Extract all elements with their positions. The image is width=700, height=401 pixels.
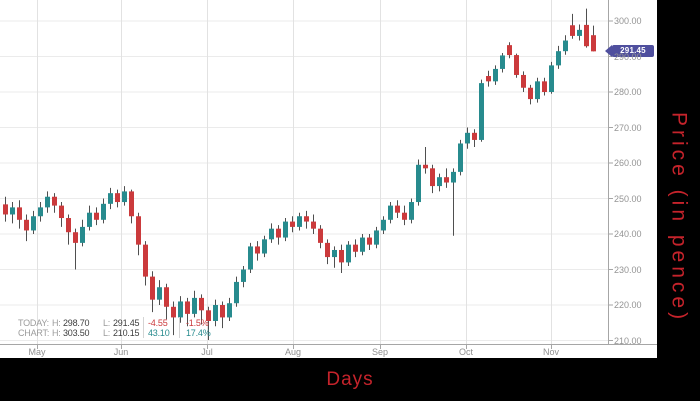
candle-up bbox=[535, 81, 540, 100]
candlestick-chart[interactable] bbox=[0, 0, 657, 358]
candle-up bbox=[577, 29, 582, 36]
candle-down bbox=[255, 246, 260, 254]
candle-up bbox=[241, 269, 246, 282]
candle-down bbox=[591, 35, 596, 52]
candle-up bbox=[262, 239, 267, 254]
candle-down bbox=[325, 242, 330, 258]
candle-up bbox=[101, 203, 106, 220]
candle-up bbox=[479, 83, 484, 140]
candle-down bbox=[486, 76, 491, 82]
candle-down bbox=[472, 132, 477, 140]
candle-down bbox=[59, 205, 64, 219]
right-title-band: Price (in pence) bbox=[657, 0, 700, 401]
candle-up bbox=[360, 237, 365, 252]
candle-down bbox=[507, 45, 512, 56]
candle-down bbox=[444, 177, 449, 183]
candle-down bbox=[353, 244, 358, 252]
candle-down bbox=[290, 221, 295, 227]
candle-down bbox=[164, 287, 169, 307]
candle-down bbox=[136, 216, 141, 245]
y-axis-title: Price (in pence) bbox=[667, 112, 691, 324]
bottom-title-band: Days bbox=[0, 358, 700, 401]
candle-up bbox=[108, 193, 113, 204]
candle-up bbox=[346, 244, 351, 263]
candle-up bbox=[122, 191, 127, 203]
candle-down bbox=[150, 276, 155, 300]
candle-up bbox=[87, 212, 92, 227]
candle-down bbox=[318, 228, 323, 243]
candle-up bbox=[332, 249, 337, 258]
candle-down bbox=[339, 249, 344, 263]
candle-down bbox=[3, 204, 8, 215]
candle-up bbox=[227, 303, 232, 318]
candle-up bbox=[465, 132, 470, 144]
candle-down bbox=[24, 219, 29, 231]
candle-up bbox=[451, 171, 456, 183]
candle-down bbox=[66, 218, 71, 233]
candle-up bbox=[283, 221, 288, 238]
candle-down bbox=[276, 228, 281, 238]
candle-up bbox=[388, 205, 393, 220]
candle-up bbox=[38, 207, 43, 217]
candle-up bbox=[31, 216, 36, 231]
candle-down bbox=[52, 196, 57, 206]
candle-down bbox=[199, 297, 204, 311]
candle-down bbox=[220, 305, 225, 318]
candle-up bbox=[409, 202, 414, 220]
candle-up bbox=[493, 68, 498, 82]
candle-down bbox=[423, 164, 428, 169]
candle-down bbox=[17, 207, 22, 220]
candle-up bbox=[437, 177, 442, 187]
candle-up bbox=[500, 55, 505, 69]
candle-down bbox=[129, 191, 134, 217]
candle-up bbox=[248, 246, 253, 270]
candle-up bbox=[269, 228, 274, 240]
candle-up bbox=[10, 207, 15, 215]
candle-down bbox=[430, 168, 435, 187]
candle-up bbox=[556, 51, 561, 66]
candle-down bbox=[528, 87, 533, 100]
candle-up bbox=[213, 305, 218, 321]
candle-up bbox=[178, 301, 183, 318]
candle-down bbox=[171, 306, 176, 318]
candle-up bbox=[297, 216, 302, 227]
candle-down bbox=[185, 301, 190, 314]
candle-up bbox=[80, 226, 85, 243]
candle-down bbox=[115, 193, 120, 203]
candle-up bbox=[234, 281, 239, 304]
candle-down bbox=[542, 81, 547, 92]
candle-up bbox=[374, 230, 379, 245]
candle-down bbox=[311, 221, 316, 229]
candle-down bbox=[514, 55, 519, 75]
candle-up bbox=[563, 40, 568, 52]
candle-down bbox=[584, 24, 589, 47]
candle-up bbox=[458, 143, 463, 172]
candle-up bbox=[157, 287, 162, 300]
candle-up bbox=[381, 219, 386, 231]
plot-background bbox=[0, 0, 657, 358]
candle-down bbox=[73, 232, 78, 243]
candle-down bbox=[304, 216, 309, 222]
candle-down bbox=[206, 310, 211, 321]
candle-up bbox=[192, 297, 197, 314]
candle-up bbox=[45, 196, 50, 208]
candle-down bbox=[395, 205, 400, 213]
candle-up bbox=[549, 65, 554, 92]
x-axis-title: Days bbox=[326, 368, 374, 390]
candle-down bbox=[402, 212, 407, 220]
candle-down bbox=[94, 212, 99, 220]
candle-down bbox=[143, 244, 148, 277]
candle-down bbox=[367, 237, 372, 245]
candle-down bbox=[521, 74, 526, 88]
candle-up bbox=[416, 164, 421, 203]
candle-down bbox=[570, 25, 575, 36]
